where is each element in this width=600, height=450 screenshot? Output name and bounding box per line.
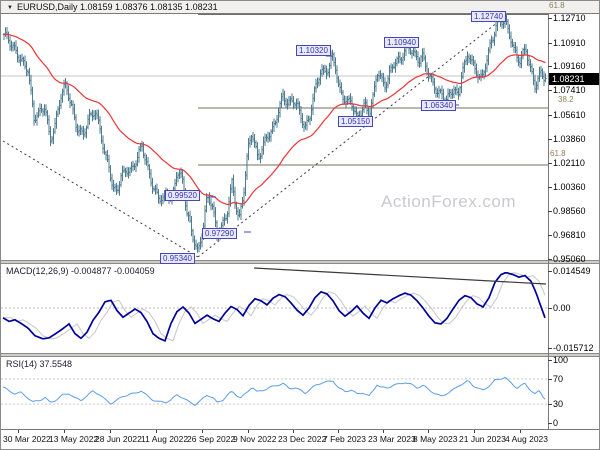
macd-panel-canvas[interactable] xyxy=(1,264,548,353)
fib-level-label: 61.8 xyxy=(550,149,566,158)
date-axis-tick xyxy=(64,430,65,433)
price-axis-tick xyxy=(548,18,552,19)
date-axis-tick xyxy=(110,430,111,433)
macd-axis-label: 0.014549 xyxy=(553,265,591,276)
price-axis-tick xyxy=(548,235,552,237)
price-axis-label: 1.07410 xyxy=(553,85,586,96)
rsi-axis-label: 30 xyxy=(553,399,564,410)
date-axis-line xyxy=(1,429,599,430)
date-axis-label: 23 Dec 2022 xyxy=(278,434,327,444)
panel-divider[interactable] xyxy=(1,260,599,264)
price-axis-label: 1.09160 xyxy=(553,61,586,72)
chart-title-bar: ▼ EURUSD,Daily 1.08159 1.08376 1.08135 1.… xyxy=(1,1,599,14)
rsi-axis-label: 0 xyxy=(553,418,559,428)
date-axis-label: 28 Jun 2022 xyxy=(95,434,142,444)
swing-price-label[interactable]: 1.05150 xyxy=(338,116,373,127)
swing-price-label[interactable]: 0.97290 xyxy=(202,228,237,239)
price-axis-tick xyxy=(548,66,552,68)
price-axis-tick xyxy=(548,258,552,260)
macd-axis-label: 0.00 xyxy=(553,303,571,313)
macd-axis-tick xyxy=(548,270,552,272)
swing-price-label[interactable]: 1.10320 xyxy=(296,45,331,56)
price-axis-tick xyxy=(548,42,552,44)
price-axis-tick xyxy=(548,138,552,140)
date-axis-tick xyxy=(18,430,19,433)
price-axis-label: 0.96810 xyxy=(553,230,586,241)
date-axis-tick xyxy=(474,430,475,433)
rsi-axis-tick xyxy=(548,378,552,380)
swing-price-label[interactable]: 0.95340 xyxy=(160,253,195,264)
chart-title: EURUSD,Daily 1.08159 1.08376 1.08135 1.0… xyxy=(16,2,218,12)
date-axis-label: 23 Mar 2023 xyxy=(368,434,416,444)
collapse-triangle-icon[interactable]: ▼ xyxy=(7,5,13,11)
date-axis-tick xyxy=(293,430,294,433)
date-axis-label: 30 Mar 2022 xyxy=(3,434,51,444)
swing-price-label[interactable]: 1.06340 xyxy=(421,100,456,111)
macd-axis-tick xyxy=(548,348,552,350)
price-axis-tick xyxy=(548,162,552,164)
price-axis-line xyxy=(548,14,549,429)
price-axis-label: 0.95060 xyxy=(553,253,586,264)
fib-level-label: 61.8 xyxy=(549,1,565,10)
macd-axis-tick xyxy=(548,308,552,309)
price-axis-label: 1.05610 xyxy=(553,109,586,120)
price-axis-tick xyxy=(548,186,552,188)
panel-divider[interactable] xyxy=(1,353,599,357)
rsi-axis-tick xyxy=(548,360,552,361)
date-axis-label: 13 May 2022 xyxy=(49,434,99,444)
date-axis-tick xyxy=(520,430,521,433)
date-axis-label: 7 Feb 2023 xyxy=(323,434,367,444)
watermark: ActionForex.com xyxy=(381,192,517,211)
date-axis-tick xyxy=(338,430,339,433)
swing-price-label[interactable]: 1.10940 xyxy=(384,37,419,48)
price-axis-tick xyxy=(548,90,552,92)
rsi-panel-canvas[interactable] xyxy=(1,357,548,429)
date-axis-tick xyxy=(248,430,249,433)
rsi-axis-label: 100 xyxy=(553,355,569,365)
rsi-axis-label: 70 xyxy=(553,373,564,384)
swing-price-label[interactable]: 0.99520 xyxy=(165,190,200,201)
rsi-axis-tick xyxy=(548,423,552,424)
main-chart-canvas[interactable] xyxy=(1,14,548,260)
date-axis-label: 21 Jun 2023 xyxy=(459,434,506,444)
rsi-label: RSI(14) 37.5548 xyxy=(6,359,73,369)
fib-level-label: 38.2 xyxy=(558,95,574,104)
current-price-tag: 1.08231 xyxy=(549,73,599,86)
swing-price-label[interactable]: 1.12740 xyxy=(471,11,506,22)
rsi-axis-tick xyxy=(548,404,552,406)
date-axis-label: 8 May 2023 xyxy=(413,434,458,444)
date-axis-label: 9 Nov 2022 xyxy=(233,434,277,444)
price-axis-label: 1.02110 xyxy=(553,157,585,168)
price-axis-tick xyxy=(548,211,552,213)
date-axis-label: 26 Sep 2022 xyxy=(187,434,236,444)
date-axis-tick xyxy=(383,430,384,433)
price-axis-label: 1.03860 xyxy=(553,133,586,144)
price-axis-label: 0.98560 xyxy=(553,206,586,217)
date-axis-label: 4 Aug 2023 xyxy=(505,434,549,444)
date-axis-tick xyxy=(156,430,157,433)
date-axis-tick xyxy=(428,430,429,433)
price-axis-label: 1.12710 xyxy=(553,13,586,23)
date-axis-tick xyxy=(202,430,203,433)
date-axis-label: 11 Aug 2022 xyxy=(141,434,189,444)
macd-label: MACD(12,26,9) -0.004877 -0.004059 xyxy=(6,266,155,276)
price-axis-label: 1.10910 xyxy=(553,37,586,48)
macd-axis-label: -0.015712 xyxy=(553,343,594,354)
price-axis-label: 1.00360 xyxy=(553,181,586,192)
price-axis-tick xyxy=(548,114,552,116)
